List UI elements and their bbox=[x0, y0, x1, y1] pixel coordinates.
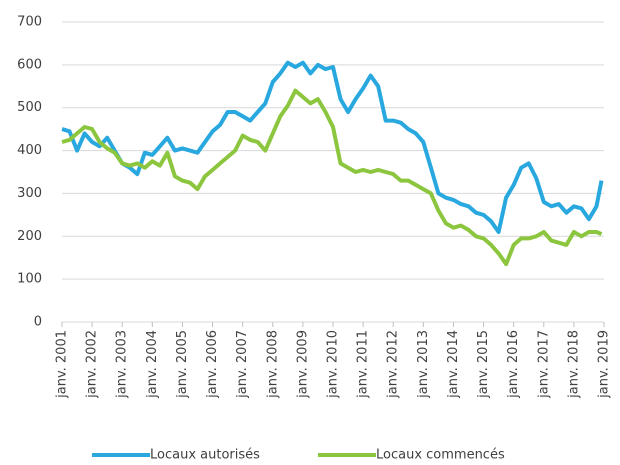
x-tick-label: janv. 2003 bbox=[115, 330, 130, 399]
x-tick-label: janv. 2017 bbox=[536, 330, 551, 399]
series-line bbox=[61, 88, 603, 267]
x-tick-label: janv. 2001 bbox=[55, 330, 70, 399]
y-tick-label: 300 bbox=[17, 186, 42, 201]
legend-label: Locaux commencés bbox=[376, 448, 505, 463]
x-tick-label: janv. 2009 bbox=[295, 330, 310, 399]
x-tick-label: janv. 2005 bbox=[175, 330, 190, 399]
x-tick-label: janv. 2019 bbox=[597, 330, 612, 399]
y-tick-label: 700 bbox=[17, 15, 42, 30]
x-tick-label: janv. 2010 bbox=[326, 330, 341, 399]
x-tick-label: janv. 2012 bbox=[386, 330, 401, 399]
x-tick-label: janv. 2004 bbox=[145, 330, 160, 399]
x-tick-label: janv. 2018 bbox=[566, 330, 581, 399]
x-tick-label: janv. 2016 bbox=[506, 330, 521, 399]
y-tick-label: 500 bbox=[17, 100, 42, 115]
legend-label: Locaux autorisés bbox=[150, 448, 260, 463]
x-tick-label: janv. 2006 bbox=[205, 330, 220, 399]
x-tick-label: janv. 2008 bbox=[265, 330, 280, 399]
y-tick-label: 200 bbox=[17, 229, 42, 244]
y-tick-label: 100 bbox=[17, 272, 42, 287]
x-tick-label: janv. 2002 bbox=[85, 330, 100, 399]
x-tick-label: janv. 2014 bbox=[446, 330, 461, 399]
x-tick-label: janv. 2007 bbox=[235, 330, 250, 399]
x-tick-label: janv. 2011 bbox=[356, 330, 371, 399]
y-tick-label: 400 bbox=[17, 143, 42, 158]
y-tick-label: 0 bbox=[34, 315, 42, 330]
x-tick-label: janv. 2015 bbox=[476, 330, 491, 399]
y-tick-label: 600 bbox=[17, 57, 42, 72]
x-tick-label: janv. 2013 bbox=[416, 330, 431, 399]
series-line bbox=[61, 60, 604, 234]
